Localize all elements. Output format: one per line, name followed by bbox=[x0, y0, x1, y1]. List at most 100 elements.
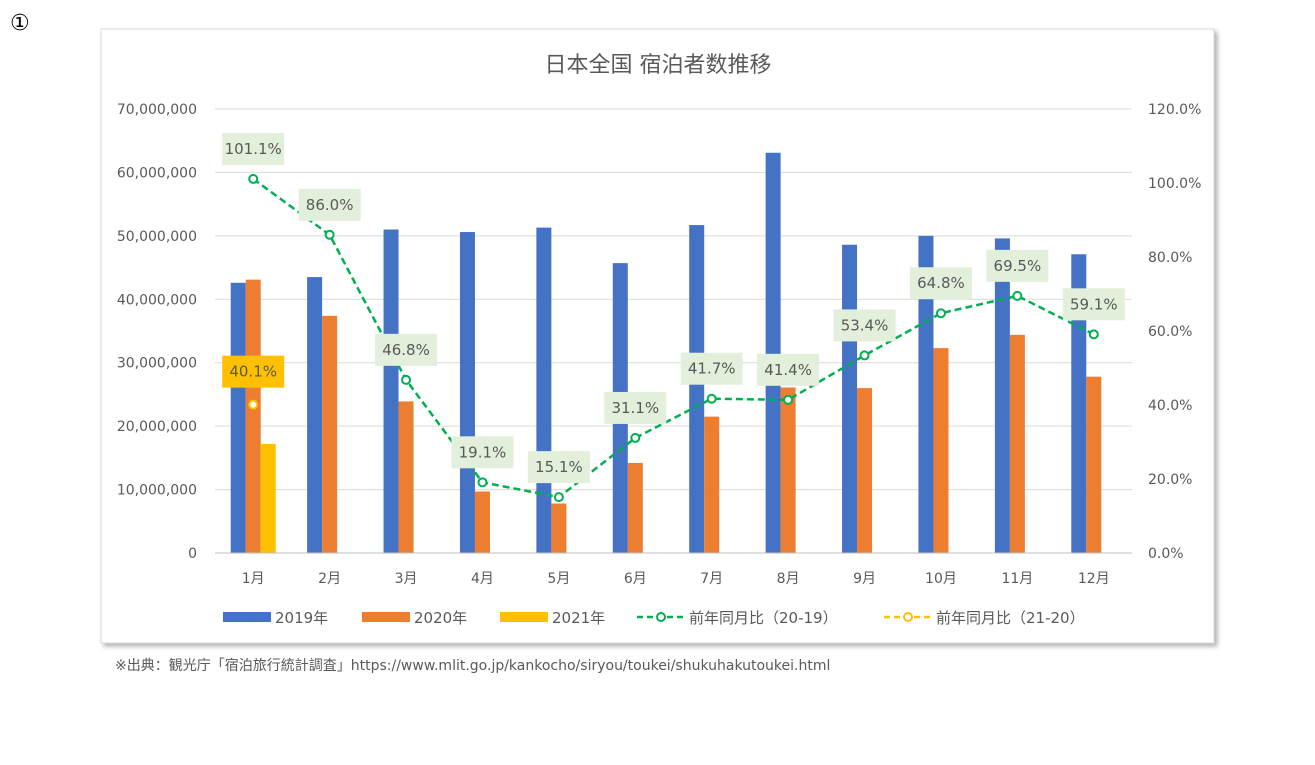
bar-2019年 bbox=[230, 282, 246, 553]
y-left-tick-label: 0 bbox=[188, 546, 197, 562]
point-前年同月比（20-19） bbox=[706, 393, 717, 404]
y-right-tick-label: 20.0% bbox=[1148, 472, 1192, 488]
legend-label: 2021年 bbox=[552, 609, 605, 627]
bar-series bbox=[230, 152, 1102, 554]
chart-title: 日本全国 宿泊者数推移 bbox=[545, 53, 772, 78]
data-label: 53.4% bbox=[841, 316, 889, 334]
x-tick-label: 4月 bbox=[471, 571, 494, 587]
x-tick-label: 11月 bbox=[1001, 571, 1033, 587]
legend-swatch bbox=[362, 612, 410, 622]
data-label-box bbox=[527, 451, 590, 484]
y-left-tick-label: 70,000,000 bbox=[117, 102, 197, 118]
data-label-box bbox=[680, 352, 743, 385]
bar-2019年 bbox=[842, 244, 858, 554]
data-label-box bbox=[451, 436, 514, 469]
data-label: 40.1% bbox=[229, 363, 277, 381]
bar-2019年 bbox=[536, 227, 552, 553]
point-前年同月比（20-19） bbox=[324, 229, 335, 240]
y-left-tick-label: 10,000,000 bbox=[117, 483, 197, 499]
data-label: 31.1% bbox=[611, 399, 659, 417]
data-label-box bbox=[222, 132, 285, 165]
bar-2020年 bbox=[322, 315, 338, 553]
data-label: 41.7% bbox=[688, 360, 736, 378]
data-label: 69.5% bbox=[994, 257, 1042, 275]
y-left-tick-label: 30,000,000 bbox=[117, 356, 197, 372]
bar-2019年 bbox=[994, 238, 1010, 553]
y-right-tick-label: 0.0% bbox=[1148, 546, 1184, 562]
data-label: 41.4% bbox=[764, 361, 812, 379]
x-tick-label: 3月 bbox=[395, 571, 418, 587]
x-tick-label: 9月 bbox=[853, 571, 876, 587]
page-marker: ① bbox=[10, 11, 30, 36]
y-axis-left: 0 10,000,000 20,000,000 30,000,000 40,000,00… bbox=[117, 102, 197, 562]
data-label: 46.8% bbox=[382, 341, 430, 359]
y-right-tick-label: 120.0% bbox=[1148, 102, 1201, 118]
point-前年同月比（20-19） bbox=[248, 173, 259, 184]
y-left-tick-label: 20,000,000 bbox=[117, 419, 197, 435]
legend-marker bbox=[903, 612, 913, 622]
chart-frame bbox=[100, 28, 1215, 644]
x-tick-label: 12月 bbox=[1078, 571, 1110, 587]
bar-2020年 bbox=[780, 387, 796, 553]
data-label-box bbox=[298, 188, 361, 221]
legend-label: 2020年 bbox=[414, 609, 467, 627]
point-前年同月比（20-19） bbox=[859, 350, 870, 361]
data-label: 15.1% bbox=[535, 458, 583, 476]
data-label-box bbox=[1062, 288, 1125, 321]
x-tick-label: 8月 bbox=[777, 571, 800, 587]
point-前年同月比（20-19） bbox=[1012, 290, 1023, 301]
y-axis-right: 0.0% 20.0% 40.0% 60.0% 80.0% 100.0% 120.0% bbox=[1148, 102, 1201, 562]
legend-label: 前年同月比（21-20） bbox=[936, 609, 1085, 627]
data-label: 101.1% bbox=[225, 140, 282, 158]
x-tick-label: 10月 bbox=[925, 571, 957, 587]
x-tick-label: 5月 bbox=[547, 571, 570, 587]
x-tick-label: 7月 bbox=[700, 571, 723, 587]
data-label-box bbox=[833, 309, 896, 342]
bar-2020年 bbox=[1086, 376, 1102, 553]
legend-swatch bbox=[223, 612, 271, 622]
legend-marker bbox=[656, 612, 666, 622]
bar-2020年 bbox=[857, 388, 873, 553]
y-right-tick-label: 40.0% bbox=[1148, 398, 1192, 414]
y-right-tick-label: 60.0% bbox=[1148, 324, 1192, 340]
x-axis-labels: 1月 2月 3月 4月 5月 6月 7月 8月 9月 10月 11月 12月 bbox=[242, 571, 1110, 587]
data-label-box bbox=[222, 355, 285, 388]
source-note: ※出典：観光庁「宿泊旅行統計調査」https://www.mlit.go.jp/… bbox=[115, 657, 830, 674]
data-label-box bbox=[375, 333, 438, 366]
bar-2019年 bbox=[307, 277, 323, 553]
data-label-box bbox=[757, 353, 820, 386]
point-前年同月比（20-19） bbox=[935, 308, 946, 319]
point-前年同月比（20-19） bbox=[783, 394, 794, 405]
data-label-box bbox=[604, 391, 667, 424]
bar-2019年 bbox=[383, 229, 399, 553]
bar-2020年 bbox=[627, 462, 643, 553]
y-left-tick-label: 40,000,000 bbox=[117, 292, 197, 308]
data-label-box bbox=[986, 249, 1049, 282]
bar-2020年 bbox=[551, 503, 567, 553]
bar-2020年 bbox=[1009, 334, 1025, 553]
point-前年同月比（20-19） bbox=[553, 492, 564, 503]
y-left-tick-label: 50,000,000 bbox=[117, 229, 197, 245]
gridlines bbox=[215, 108, 1132, 491]
point-前年同月比（20-19） bbox=[1088, 329, 1099, 340]
data-labels: 101.1% 86.0% 46.8% 19.1% 15.1% 31.1% 41.7% 41.4… bbox=[222, 132, 1125, 484]
bar-2019年 bbox=[689, 225, 705, 553]
data-label: 59.1% bbox=[1070, 295, 1118, 313]
bar-2020年 bbox=[933, 348, 949, 553]
x-tick-label: 1月 bbox=[242, 571, 265, 587]
point-前年同月比（20-19） bbox=[401, 374, 412, 385]
y-right-tick-label: 100.0% bbox=[1148, 176, 1201, 192]
x-tick-label: 2月 bbox=[318, 571, 341, 587]
data-label: 19.1% bbox=[459, 443, 507, 461]
bar-2019年 bbox=[459, 232, 475, 553]
data-label: 86.0% bbox=[306, 196, 354, 214]
y-left-tick-label: 60,000,000 bbox=[117, 165, 197, 181]
point-前年同月比（20-19） bbox=[630, 432, 641, 443]
data-label: 64.8% bbox=[917, 274, 965, 292]
bar-2020年 bbox=[245, 279, 261, 553]
legend-swatch bbox=[500, 612, 548, 622]
data-label-box bbox=[909, 267, 972, 300]
legend-label: 前年同月比（20-19） bbox=[689, 609, 838, 627]
bar-2020年 bbox=[398, 401, 414, 553]
